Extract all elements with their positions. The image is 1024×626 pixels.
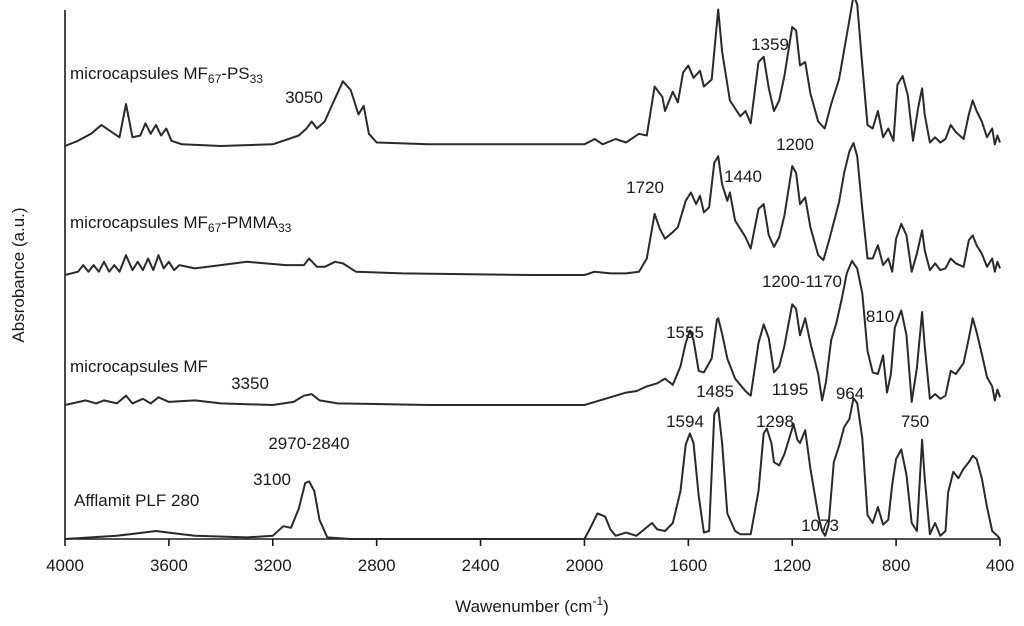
series-labels: microcapsules MF67-PS33 microcapsules MF6… [70, 64, 292, 510]
peak-annotation: 3050 [285, 88, 323, 107]
series-label-1: microcapsules MF67-PMMA33 [70, 213, 292, 235]
x-tick-label: 2000 [566, 556, 604, 575]
peak-annotation: 2970-2840 [268, 434, 349, 453]
series-label-3: Afflamit PLF 280 [74, 491, 199, 510]
spectrum-line-3 [64, 397, 1001, 540]
peak-annotation: 3100 [253, 470, 291, 489]
x-axis-title: Wawenumber (cm-1) [455, 594, 609, 616]
x-tick-label: 800 [882, 556, 910, 575]
peak-annotation: 1200-1170 [762, 272, 842, 291]
peak-annotation: 1485 [696, 382, 734, 401]
peak-annotation: 3350 [231, 374, 269, 393]
x-tick-label: 2400 [462, 556, 500, 575]
spectrum-line-1 [64, 142, 1001, 276]
peak-annotation: 1073 [801, 516, 839, 535]
spectra-series [64, 0, 1001, 540]
peak-annotation: 810 [866, 307, 894, 326]
peak-annotation: 964 [836, 384, 864, 403]
peak-annotation: 1359 [751, 35, 789, 54]
peak-annotation: 1720 [626, 178, 664, 197]
x-tick-label: 3200 [254, 556, 292, 575]
peak-annotation: 1594 [666, 412, 704, 431]
x-tick-label: 400 [986, 556, 1014, 575]
x-tick-label: 1600 [669, 556, 707, 575]
x-tick-label: 2800 [358, 556, 396, 575]
peak-annotation: 1298 [756, 412, 794, 431]
y-axis-title: Absrobance (a.u.) [9, 207, 28, 342]
series-label-2: microcapsules MF [70, 357, 208, 376]
peak-annotation: 1200 [776, 135, 814, 154]
peak-annotation: 750 [901, 412, 929, 431]
x-axis-ticks: 4000 3600 3200 2800 2400 2000 1600 1200 800 400 [46, 539, 1014, 575]
x-tick-label: 3600 [150, 556, 188, 575]
spectrum-line-0 [64, 0, 1001, 147]
spectrum-line-2 [64, 259, 1001, 406]
peak-annotation: 1555 [666, 323, 704, 342]
peak-annotation: 1440 [724, 167, 762, 186]
x-tick-label: 1200 [773, 556, 811, 575]
peak-annotations: 1359 3050 1200 1720 1440 1200-1170 1555 810 3350… [231, 35, 929, 535]
peak-annotation: 1195 [772, 380, 809, 399]
x-tick-label: 4000 [46, 556, 84, 575]
series-label-0: microcapsules MF67-PS33 [70, 64, 263, 86]
